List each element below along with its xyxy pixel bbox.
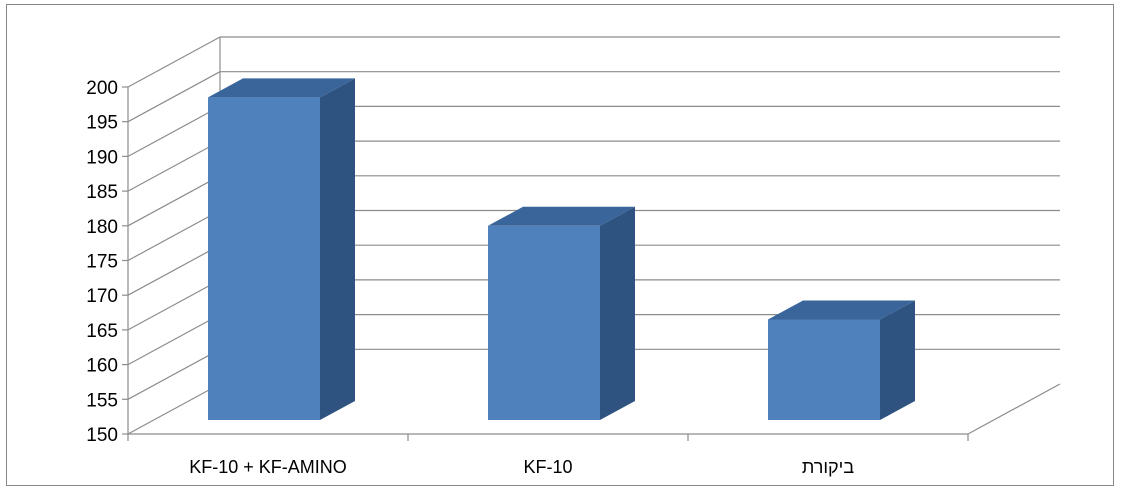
- y-tick-label: 150: [86, 425, 118, 446]
- gridline-side: [127, 71, 221, 123]
- y-tick-label: 200: [86, 78, 118, 99]
- y-tick-label: 160: [86, 356, 118, 377]
- bar-1: [208, 78, 355, 420]
- bar-top: [768, 300, 915, 320]
- gridline-side: [127, 348, 221, 400]
- floor-right-edge: [967, 383, 1061, 435]
- y-tick-label: 195: [86, 113, 118, 134]
- bar-top: [488, 206, 635, 226]
- floor-left-edge: [127, 383, 221, 435]
- y-tick-label: 155: [86, 390, 118, 411]
- gridline-side: [127, 279, 221, 331]
- bar-2: [488, 206, 635, 420]
- x-category-label: ביקורת: [802, 457, 854, 477]
- bar-3: [768, 300, 915, 420]
- gridline-side: [127, 244, 221, 296]
- gridline-side: [127, 209, 221, 262]
- gridline-side: [127, 105, 221, 157]
- bar-top: [208, 78, 355, 98]
- x-category-label: KF-10: [523, 457, 572, 477]
- bar-front: [208, 97, 320, 420]
- gridline-side: [127, 314, 221, 366]
- y-tick-label: 185: [86, 182, 118, 203]
- bar-side: [600, 206, 635, 420]
- gridline-side: [127, 36, 221, 88]
- y-tick-label: 190: [86, 147, 118, 168]
- gridline-side: [127, 140, 221, 192]
- x-category-label: KF-10 + KF-AMINO: [189, 457, 347, 477]
- y-tick-label: 175: [86, 252, 118, 273]
- bar-side: [880, 300, 915, 420]
- bar-front: [768, 319, 880, 420]
- bar-side: [320, 78, 355, 420]
- y-tick-label: 180: [86, 217, 118, 238]
- gridline-side: [127, 175, 221, 227]
- bar-front: [488, 225, 600, 420]
- y-tick-label: 165: [86, 321, 118, 342]
- y-tick-label: 170: [86, 286, 118, 307]
